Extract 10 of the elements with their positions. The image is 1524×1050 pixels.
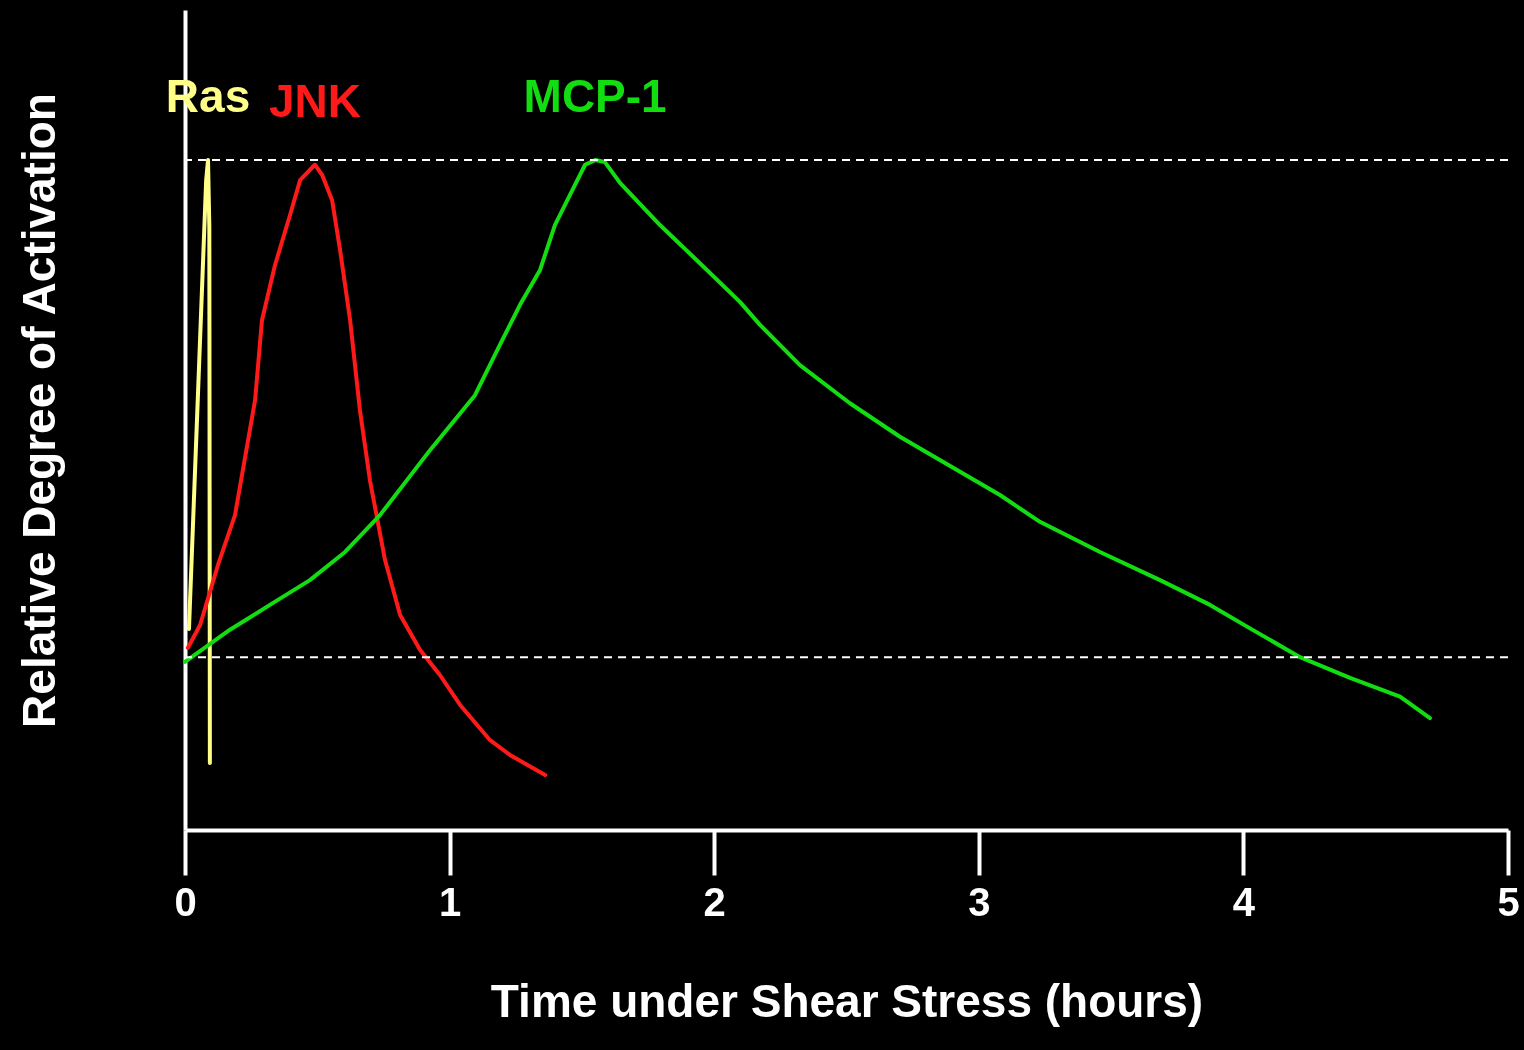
x-axis-title: Time under Shear Stress (hours) <box>490 974 1204 1027</box>
x-tick-label: 1 <box>438 879 462 924</box>
x-tick-label: 2 <box>703 879 726 924</box>
x-tick-label: 3 <box>968 879 991 924</box>
series-label: JNK <box>268 74 361 127</box>
x-tick-label: 5 <box>1497 879 1520 924</box>
y-axis-title: Relative Degree of Activation <box>12 93 65 728</box>
series-label: MCP-1 <box>523 70 667 123</box>
x-tick-label: 4 <box>1232 879 1256 924</box>
x-tick-label: 0 <box>174 879 197 924</box>
